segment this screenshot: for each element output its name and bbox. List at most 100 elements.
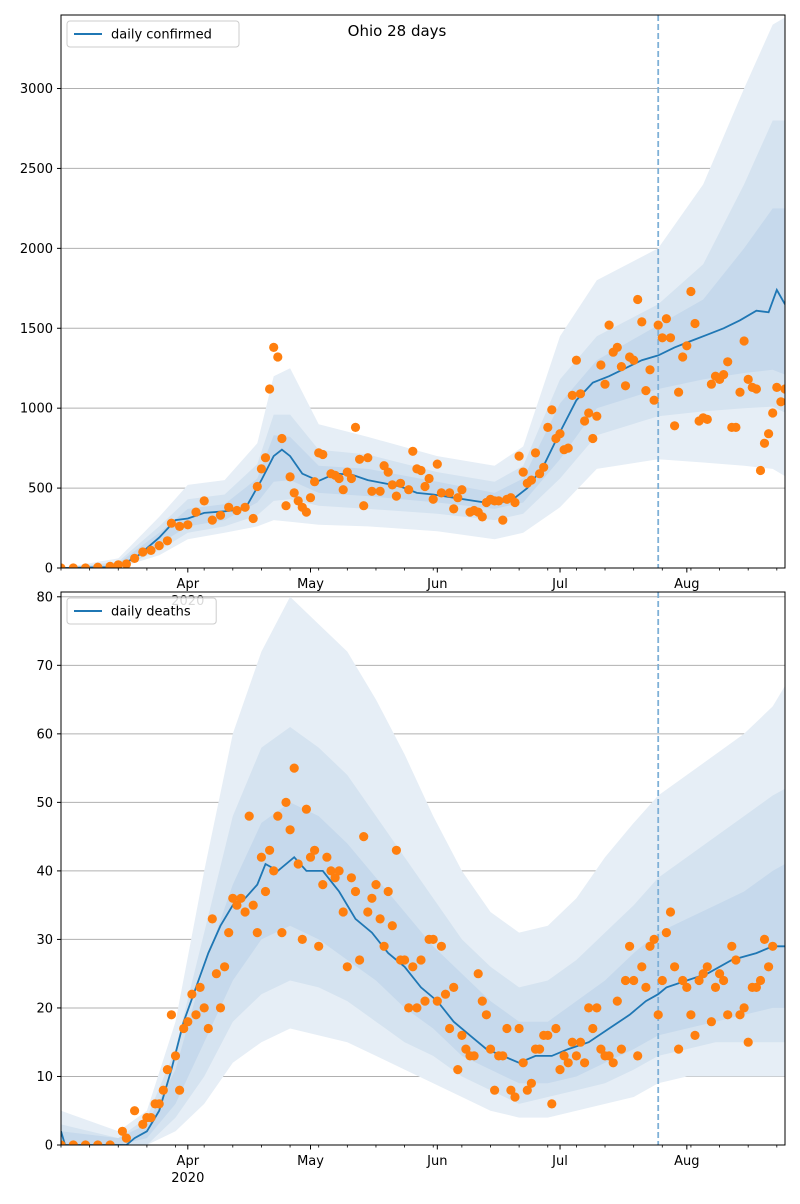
data-point	[359, 832, 369, 842]
data-point	[449, 504, 459, 514]
data-point	[547, 405, 557, 415]
data-point	[715, 969, 725, 979]
data-point	[776, 397, 785, 407]
data-point	[727, 941, 737, 951]
data-point	[138, 547, 148, 557]
data-point	[670, 421, 680, 431]
data-point	[485, 1044, 496, 1054]
data-point	[416, 465, 426, 476]
data-point	[690, 318, 700, 329]
data-point	[301, 804, 311, 814]
data-point	[698, 969, 708, 979]
data-point	[232, 900, 242, 910]
data-point	[653, 1010, 663, 1020]
data-point	[346, 473, 356, 484]
data-point	[375, 914, 385, 924]
y-tick-label: 2500	[20, 162, 53, 177]
data-point	[735, 1010, 745, 1020]
plot-area	[61, 15, 785, 568]
data-point	[199, 496, 209, 506]
data-point	[130, 553, 140, 564]
data-point	[481, 1010, 491, 1020]
data-point	[265, 384, 275, 394]
plot-area	[61, 592, 785, 1145]
data-point	[723, 1010, 733, 1020]
data-point	[526, 1078, 537, 1088]
data-point	[228, 893, 238, 903]
data-point	[117, 1126, 127, 1136]
data-point	[682, 341, 692, 351]
y-tick-label: 10	[36, 1070, 53, 1085]
data-point	[518, 1058, 528, 1068]
data-point	[379, 941, 389, 951]
data-point	[539, 462, 549, 472]
data-point	[191, 507, 201, 517]
data-point	[383, 886, 393, 897]
data-point	[518, 467, 528, 477]
data-point	[93, 1140, 103, 1145]
data-point	[719, 370, 729, 380]
data-point	[105, 1140, 115, 1145]
data-point	[387, 921, 397, 931]
data-point	[436, 941, 446, 951]
data-point	[334, 473, 344, 484]
panel-1: 050010001500200025003000Apr2020MayJunJul…	[20, 14, 786, 609]
data-point	[674, 387, 684, 397]
data-point	[154, 541, 164, 551]
data-point	[224, 502, 234, 512]
data-point	[432, 459, 442, 469]
data-point	[600, 379, 610, 389]
data-point	[731, 422, 741, 432]
data-point	[256, 464, 266, 474]
data-point	[367, 893, 377, 903]
y-tick-label: 2000	[20, 242, 53, 257]
data-point	[780, 384, 785, 394]
y-tick-label: 70	[36, 659, 53, 674]
data-point	[170, 1051, 181, 1061]
data-point	[682, 982, 692, 993]
data-point	[645, 941, 655, 951]
data-point	[363, 453, 373, 463]
axes-frame	[60, 591, 786, 1146]
y-tick-label: 0	[45, 562, 53, 577]
data-point	[759, 934, 770, 945]
data-point	[203, 1023, 213, 1034]
data-point	[526, 475, 537, 485]
data-point	[641, 386, 651, 396]
data-point	[80, 1140, 91, 1145]
x-tick-label: Jul	[551, 1154, 568, 1169]
data-point	[391, 845, 401, 855]
data-point	[355, 454, 365, 464]
data-point	[580, 416, 590, 426]
data-point	[772, 382, 782, 392]
data-point	[281, 797, 291, 808]
data-point	[616, 362, 627, 372]
data-point	[375, 486, 385, 496]
legend-label: daily confirmed	[111, 28, 212, 43]
x-tick-label: Jul	[551, 577, 568, 592]
data-point	[637, 962, 647, 972]
data-point	[310, 845, 320, 855]
data-point	[215, 1003, 226, 1013]
data-point	[477, 512, 487, 522]
data-point	[584, 408, 594, 418]
data-point	[350, 886, 361, 897]
data-point	[240, 907, 250, 917]
data-point	[338, 485, 348, 495]
data-point	[678, 352, 688, 362]
data-point	[514, 1023, 524, 1034]
legend-box	[66, 597, 217, 625]
data-point	[453, 1065, 463, 1075]
data-point	[498, 515, 508, 525]
data-point	[719, 975, 729, 986]
data-point	[248, 513, 258, 524]
data-point	[473, 969, 483, 979]
y-tick-label: 0	[45, 1139, 53, 1154]
data-point	[211, 969, 221, 979]
data-point	[432, 996, 442, 1006]
data-point	[620, 975, 631, 986]
data-point	[305, 493, 316, 503]
data-point	[575, 389, 586, 399]
data-point	[723, 357, 733, 367]
data-point	[702, 962, 712, 972]
